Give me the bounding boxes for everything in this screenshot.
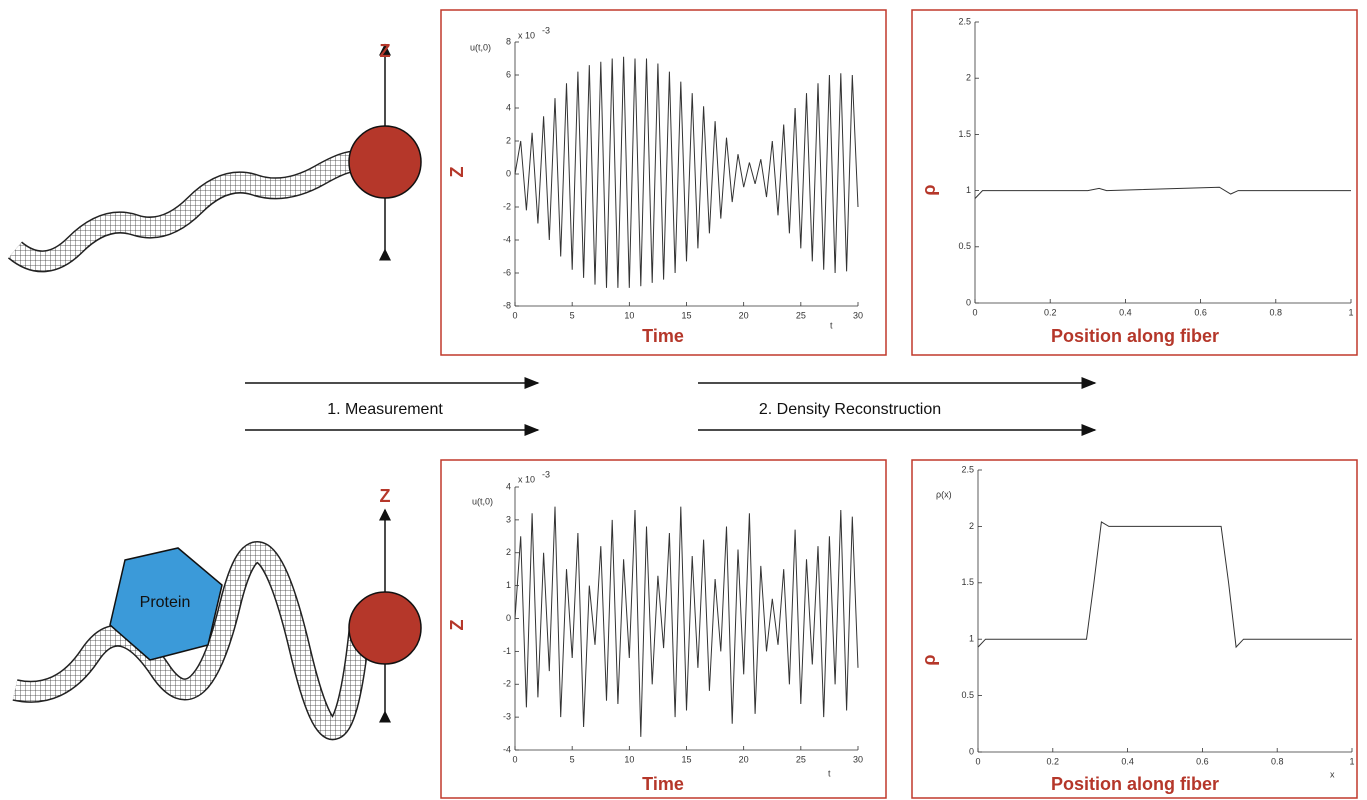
steps: 1. Measurement 2. Density Reconstruction (245, 383, 1095, 430)
y-tick-label: -8 (503, 300, 511, 310)
x-tick-label: 0 (975, 756, 980, 766)
x-tick-label: 0 (972, 307, 977, 317)
fiber-top: Z (15, 41, 421, 262)
y-tick-label: 3 (506, 514, 511, 524)
y-tick-label: 2 (969, 521, 974, 531)
y-tick-label: -3 (503, 712, 511, 722)
panel (912, 460, 1357, 798)
y-tick-label: 2 (506, 135, 511, 145)
y-tick-label: 2.5 (961, 464, 974, 474)
x-tick-label: 10 (624, 754, 634, 764)
x-tick-label: 5 (570, 310, 575, 320)
y-tick-label: 0 (969, 746, 974, 756)
z-label: Z (380, 41, 391, 61)
y-tick-label: -2 (503, 679, 511, 689)
fiber-bottom: Protein Z (15, 486, 421, 729)
y-axis-title: ρ (919, 184, 939, 195)
x-tick-label: 25 (796, 754, 806, 764)
x-tick-label: 0.2 (1044, 307, 1057, 317)
x-tick-label: 0.8 (1271, 756, 1284, 766)
scale-label: x 10 (518, 30, 535, 40)
x-tick-label: 0.4 (1121, 756, 1134, 766)
x-tick-label: 25 (796, 310, 806, 320)
x-tick-label: 20 (739, 310, 749, 320)
y-tick-label: 0.5 (961, 690, 974, 700)
data-line (978, 522, 1352, 647)
y-axis-title: Z (447, 620, 467, 631)
page: {"top_row": {"fiber": {"axis_label": "Z"… (0, 0, 1367, 800)
x-inner-label: x (1330, 769, 1335, 779)
y-tick-label: 0 (506, 168, 511, 178)
x-tick-label: 0.8 (1270, 307, 1283, 317)
x-tick-label: 0.6 (1194, 307, 1207, 317)
x-tick-label: 30 (853, 310, 863, 320)
y-tick-label: -2 (503, 201, 511, 211)
z-label: Z (380, 486, 391, 506)
y-tick-label: 1.5 (958, 129, 971, 139)
y-tick-label: 2 (966, 73, 971, 83)
x-axis-title: Position along fiber (1051, 326, 1219, 346)
y-tick-label: -1 (503, 646, 511, 656)
y-tick-label: 4 (506, 102, 511, 112)
y-tick-label: -4 (503, 234, 511, 244)
scale-label: x 10 (518, 474, 535, 484)
x-tick-label: 1 (1348, 307, 1353, 317)
y-tick-label: -4 (503, 744, 511, 754)
y-tick-label: 0 (506, 613, 511, 623)
y-axis-title: ρ (919, 654, 939, 665)
data-line (975, 187, 1351, 198)
y-tick-label: 2 (506, 547, 511, 557)
y-tick-label: 6 (506, 69, 511, 79)
x-axis-title: Position along fiber (1051, 774, 1219, 794)
y-tick-label: 8 (506, 36, 511, 46)
scale-exponent: -3 (542, 25, 550, 35)
x-tick-label: 10 (624, 310, 634, 320)
y-inner-label: u(t,0) (472, 496, 493, 506)
x-inner-label: t (830, 320, 833, 330)
y-tick-label: -6 (503, 267, 511, 277)
x-tick-label: 20 (739, 754, 749, 764)
x-tick-label: 0 (512, 310, 517, 320)
y-tick-label: 1.5 (961, 577, 974, 587)
y-tick-label: 0.5 (958, 241, 971, 251)
y-tick-label: 2.5 (958, 16, 971, 26)
scale-exponent: -3 (542, 469, 550, 479)
step-label: 2. Density Reconstruction (759, 401, 941, 418)
y-axis-title: Z (447, 167, 467, 178)
figure: Z Protein Z 1. Measurement 2. Density Re… (0, 0, 1367, 800)
y-tick-label: 1 (506, 580, 511, 590)
x-tick-label: 5 (570, 754, 575, 764)
x-axis-title: Time (642, 326, 684, 346)
y-tick-label: 4 (506, 481, 511, 491)
x-tick-label: 15 (681, 310, 691, 320)
x-inner-label: t (828, 768, 831, 778)
y-inner-label: ρ(x) (936, 489, 952, 499)
y-tick-label: 1 (966, 185, 971, 195)
data-line (515, 57, 858, 288)
protein-label: Protein (140, 594, 191, 611)
y-inner-label: u(t,0) (470, 42, 491, 52)
x-tick-label: 1 (1349, 756, 1354, 766)
x-tick-label: 0.4 (1119, 307, 1132, 317)
x-tick-label: 0 (512, 754, 517, 764)
y-tick-label: 0 (966, 297, 971, 307)
x-tick-label: 15 (681, 754, 691, 764)
x-tick-label: 0.6 (1196, 756, 1209, 766)
y-tick-label: 1 (969, 634, 974, 644)
x-tick-label: 0.2 (1047, 756, 1060, 766)
x-tick-label: 30 (853, 754, 863, 764)
step-label: 1. Measurement (327, 401, 443, 418)
data-line (515, 507, 858, 737)
x-axis-title: Time (642, 774, 684, 794)
